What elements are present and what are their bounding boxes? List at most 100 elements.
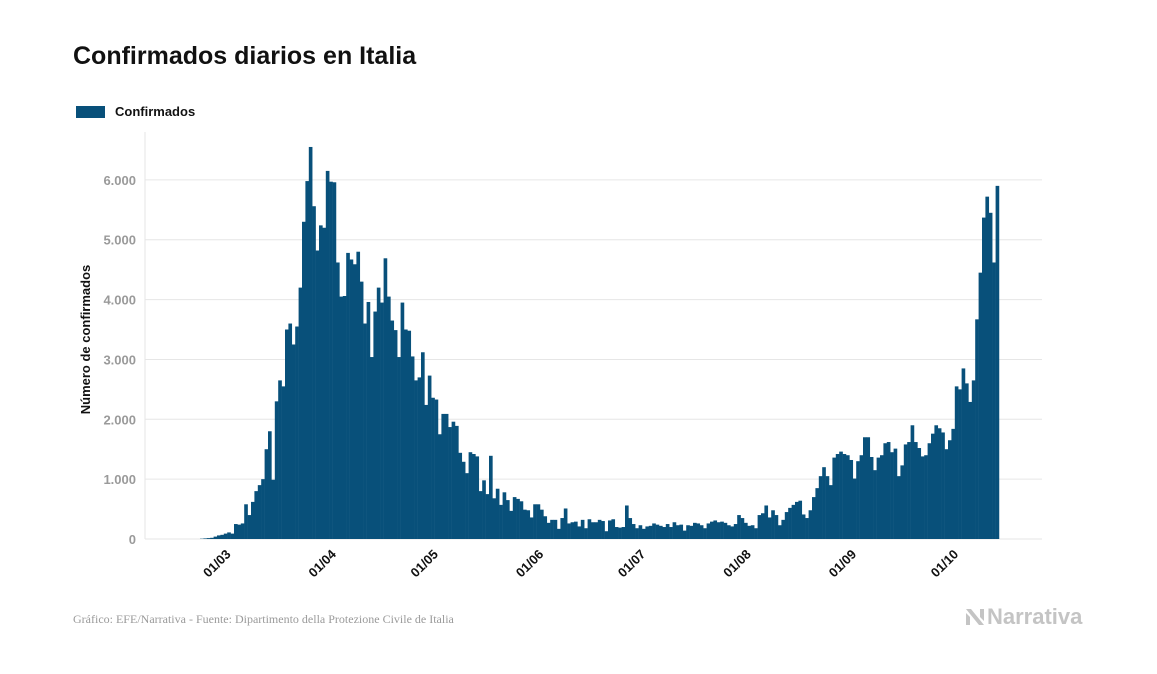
bar (336, 262, 340, 539)
bar (213, 536, 218, 539)
bar (271, 479, 276, 539)
bar (506, 500, 510, 539)
bar (397, 357, 401, 539)
legend: Confirmados (76, 104, 195, 119)
bar (329, 181, 333, 539)
y-tick-label: 4.000 (103, 293, 136, 308)
bar (295, 326, 299, 539)
bar (829, 485, 833, 539)
bar (846, 455, 850, 539)
bar (693, 522, 697, 539)
bar (764, 505, 769, 539)
bar (438, 434, 442, 539)
bar (791, 504, 796, 539)
bar (363, 323, 367, 539)
bar (268, 431, 272, 539)
bar (907, 442, 911, 539)
bar (740, 518, 745, 539)
bar (839, 451, 843, 539)
bar (217, 535, 221, 539)
bar (319, 225, 323, 539)
bar (730, 526, 735, 539)
bar (920, 456, 925, 539)
bar (410, 356, 415, 539)
bar (210, 537, 214, 539)
bar (427, 375, 432, 539)
bar (914, 442, 918, 539)
x-tick-label: 01/03 (200, 547, 234, 581)
bar (203, 538, 208, 539)
bar (655, 524, 660, 539)
bar (961, 368, 966, 539)
bar (659, 525, 663, 539)
bar (927, 443, 932, 539)
bar (788, 507, 792, 539)
chart-title: Confirmados diarios en Italia (73, 42, 417, 70)
bar (754, 528, 758, 539)
bar (332, 182, 337, 539)
bar (393, 330, 398, 539)
source-note: Gráfico: EFE/Narrativa - Fuente: Diparti… (73, 612, 454, 626)
bar (601, 521, 605, 539)
bar (529, 517, 534, 539)
y-tick-label: 6.000 (103, 173, 136, 188)
bar (611, 519, 616, 539)
bar (835, 454, 840, 539)
bar (618, 527, 622, 539)
bar (954, 386, 959, 540)
bar (897, 476, 901, 539)
bar (577, 526, 582, 539)
bar (761, 513, 765, 539)
bar (713, 520, 718, 539)
bar (985, 196, 990, 539)
bar (750, 525, 755, 539)
bar (614, 527, 619, 539)
bar (557, 528, 561, 539)
bar (689, 525, 694, 539)
bar (648, 525, 653, 539)
bar (475, 456, 480, 539)
bar (597, 519, 602, 539)
bar (676, 525, 680, 539)
bar (703, 528, 707, 539)
bar (628, 518, 633, 539)
bar (502, 492, 507, 539)
bar (781, 519, 786, 539)
y-tick-label: 0 (129, 532, 136, 547)
bar (975, 319, 979, 539)
bar (543, 516, 548, 539)
bar (461, 461, 466, 539)
bar (988, 212, 993, 540)
bar (349, 259, 354, 539)
bar (274, 401, 279, 539)
bar (567, 523, 571, 539)
bar (485, 494, 490, 539)
bar (638, 525, 643, 539)
bar (431, 397, 435, 539)
bar (400, 302, 405, 539)
bar (424, 404, 429, 539)
bar (849, 459, 854, 539)
bar (784, 512, 789, 539)
x-tick-label: 01/07 (615, 547, 649, 581)
bar (404, 329, 408, 539)
bar (812, 497, 816, 539)
bar (325, 170, 330, 539)
bar (669, 527, 673, 539)
bar (594, 522, 599, 539)
legend-swatch (76, 105, 105, 118)
bar (971, 380, 976, 539)
bar (958, 389, 962, 539)
bar (924, 455, 928, 539)
bar (315, 250, 320, 539)
bar (234, 524, 238, 539)
y-tick-label: 5.000 (103, 233, 136, 248)
bar (679, 524, 684, 539)
bar (886, 442, 891, 539)
x-tick-label: 01/06 (513, 547, 547, 581)
bar (808, 510, 813, 539)
bar (298, 287, 303, 539)
bar (665, 524, 670, 539)
bar (621, 527, 626, 539)
